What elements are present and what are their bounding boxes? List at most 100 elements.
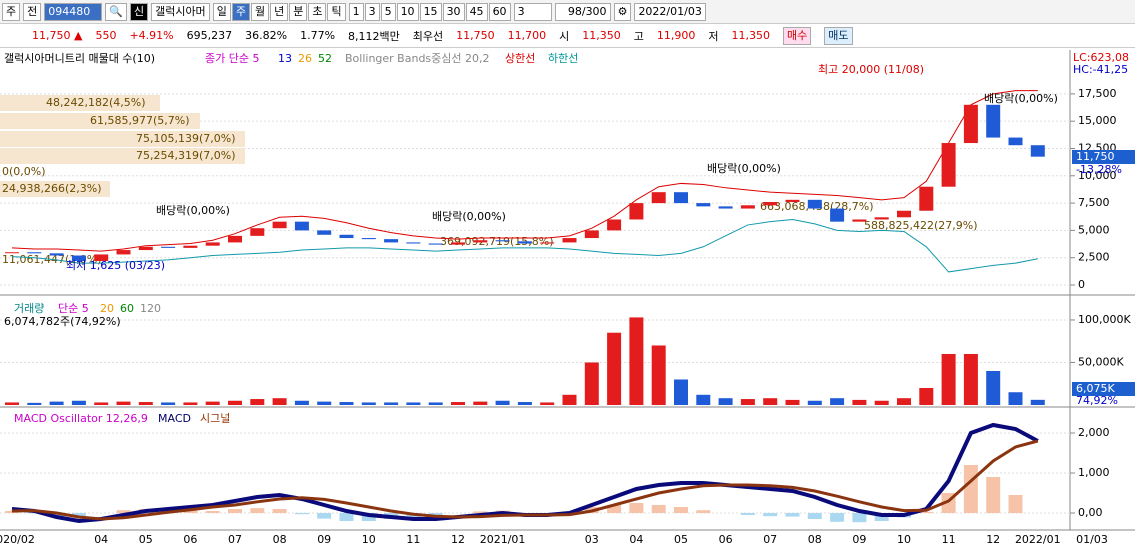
period-button[interactable]: 1 — [348, 2, 364, 21]
period-button[interactable]: 주 — [231, 2, 250, 21]
sell[interactable]: 매도 — [824, 26, 853, 45]
period-button[interactable]: 10 — [396, 2, 419, 21]
period-button[interactable]: 3 — [364, 2, 380, 21]
x-tick-label: 04 — [94, 533, 108, 546]
low-label: 저 — [708, 29, 719, 43]
x-tick-label: 03 — [585, 533, 599, 546]
candle — [317, 230, 332, 235]
unit[interactable]: 3 — [513, 2, 552, 21]
period-button[interactable]: 15 — [419, 2, 442, 21]
osc-bar — [763, 513, 778, 517]
volume-bar — [651, 345, 666, 405]
period-button[interactable]: 5 — [380, 2, 396, 21]
volume-bar — [183, 402, 198, 405]
x-tick-label: 06 — [719, 533, 733, 546]
candle — [696, 203, 711, 207]
x-tick-label: 10 — [897, 533, 911, 546]
volume-note: 6,074,782주(74,92%) — [4, 315, 121, 328]
volume-bar — [161, 402, 176, 405]
profile-label: 75,105,139(7,0%) — [136, 132, 236, 145]
volume: 695,237 — [186, 29, 233, 42]
count[interactable]: 98/300 — [554, 2, 611, 21]
profile-bar — [0, 95, 160, 111]
code-input[interactable]: 094480 — [44, 2, 103, 21]
candle — [852, 219, 867, 222]
profile-label: 0(0,0%) — [2, 165, 46, 178]
x-tick-label: 2022/01 — [1015, 533, 1061, 546]
osc-bar — [674, 507, 688, 513]
volume-bar — [94, 402, 109, 405]
volume-bar — [317, 401, 332, 405]
candle — [205, 242, 220, 246]
osc-bar — [228, 509, 242, 513]
charts: 02,5005,0007,50010,00012,50015,00017,500… — [0, 50, 1135, 550]
period-button[interactable]: 30 — [442, 2, 465, 21]
candle — [785, 199, 800, 203]
date[interactable]: 2022/01/03 — [634, 2, 706, 21]
x-tick-label: 07 — [228, 533, 242, 546]
volume-bar — [1008, 392, 1023, 405]
period-button[interactable]: 45 — [465, 2, 488, 21]
period-button[interactable]: 일 — [212, 2, 231, 21]
volume-bar — [718, 398, 733, 405]
x-tick-label: 12 — [451, 533, 465, 546]
jeon-button[interactable]: 전 — [23, 2, 42, 21]
volume-bar — [5, 402, 19, 405]
x-tick-label: 08 — [808, 533, 822, 546]
legend: 종가 단순 5 — [205, 52, 259, 65]
profile-label: 588,825,422(27,9%) — [864, 219, 978, 232]
profile-bar — [0, 113, 200, 129]
candle — [339, 234, 354, 239]
x-tick-label: 09 — [852, 533, 866, 546]
volume-bar — [919, 387, 934, 405]
x-tick-label: 04 — [629, 533, 643, 546]
profile-bar — [0, 181, 110, 197]
period-button[interactable]: 60 — [488, 2, 511, 21]
volume-bar — [852, 399, 867, 405]
candle — [228, 235, 242, 243]
candle — [1008, 137, 1023, 146]
last-price: 11,750 — [1076, 150, 1115, 163]
y-tick-label: 100,000K — [1078, 313, 1131, 326]
buy[interactable]: 매수 — [783, 26, 812, 45]
period-button[interactable]: 분 — [289, 2, 308, 21]
candle — [562, 238, 577, 243]
period-button[interactable]: 월 — [250, 2, 270, 21]
candle — [27, 252, 42, 254]
search[interactable]: 🔍 — [105, 2, 127, 21]
period-button[interactable]: 초 — [308, 2, 327, 21]
candle — [272, 221, 287, 229]
candle — [294, 221, 309, 231]
y-tick-label: 10,000 — [1078, 169, 1117, 182]
type-select[interactable]: 주 — [2, 2, 21, 21]
osc-bar — [696, 510, 711, 513]
osc-bar — [852, 513, 867, 523]
candle — [94, 254, 109, 261]
low: 11,350 — [731, 29, 771, 42]
profile-label: 48,242,182(4,5%) — [46, 96, 146, 109]
legend: 거래량 — [14, 302, 44, 315]
tools[interactable]: ⚙ — [613, 2, 632, 21]
period-button[interactable]: 틱 — [327, 2, 346, 21]
legend: 26 — [298, 52, 312, 65]
volume-bar — [897, 398, 911, 405]
x-tick-label: 09 — [317, 533, 331, 546]
candle — [718, 206, 733, 209]
candle — [138, 246, 153, 251]
osc-bar — [71, 513, 86, 517]
price: 11,750 ▲ — [32, 29, 83, 42]
ex-div: 배당락(0,00%) — [156, 204, 230, 217]
osc-bar — [5, 511, 19, 513]
high: 11,900 — [656, 29, 696, 42]
period-button[interactable]: 년 — [270, 2, 289, 21]
minutes: 1 3 5 10 15 30 45 60 — [348, 2, 511, 21]
stock-name: 갤럭시아머 — [151, 2, 210, 21]
legend: 20 — [100, 302, 114, 315]
volume-bar — [562, 394, 577, 405]
volume-bar — [763, 398, 778, 405]
candle — [897, 210, 911, 218]
volume-bar — [428, 402, 443, 405]
candle — [607, 219, 622, 231]
candle — [540, 242, 555, 244]
volume-bar — [406, 402, 421, 405]
